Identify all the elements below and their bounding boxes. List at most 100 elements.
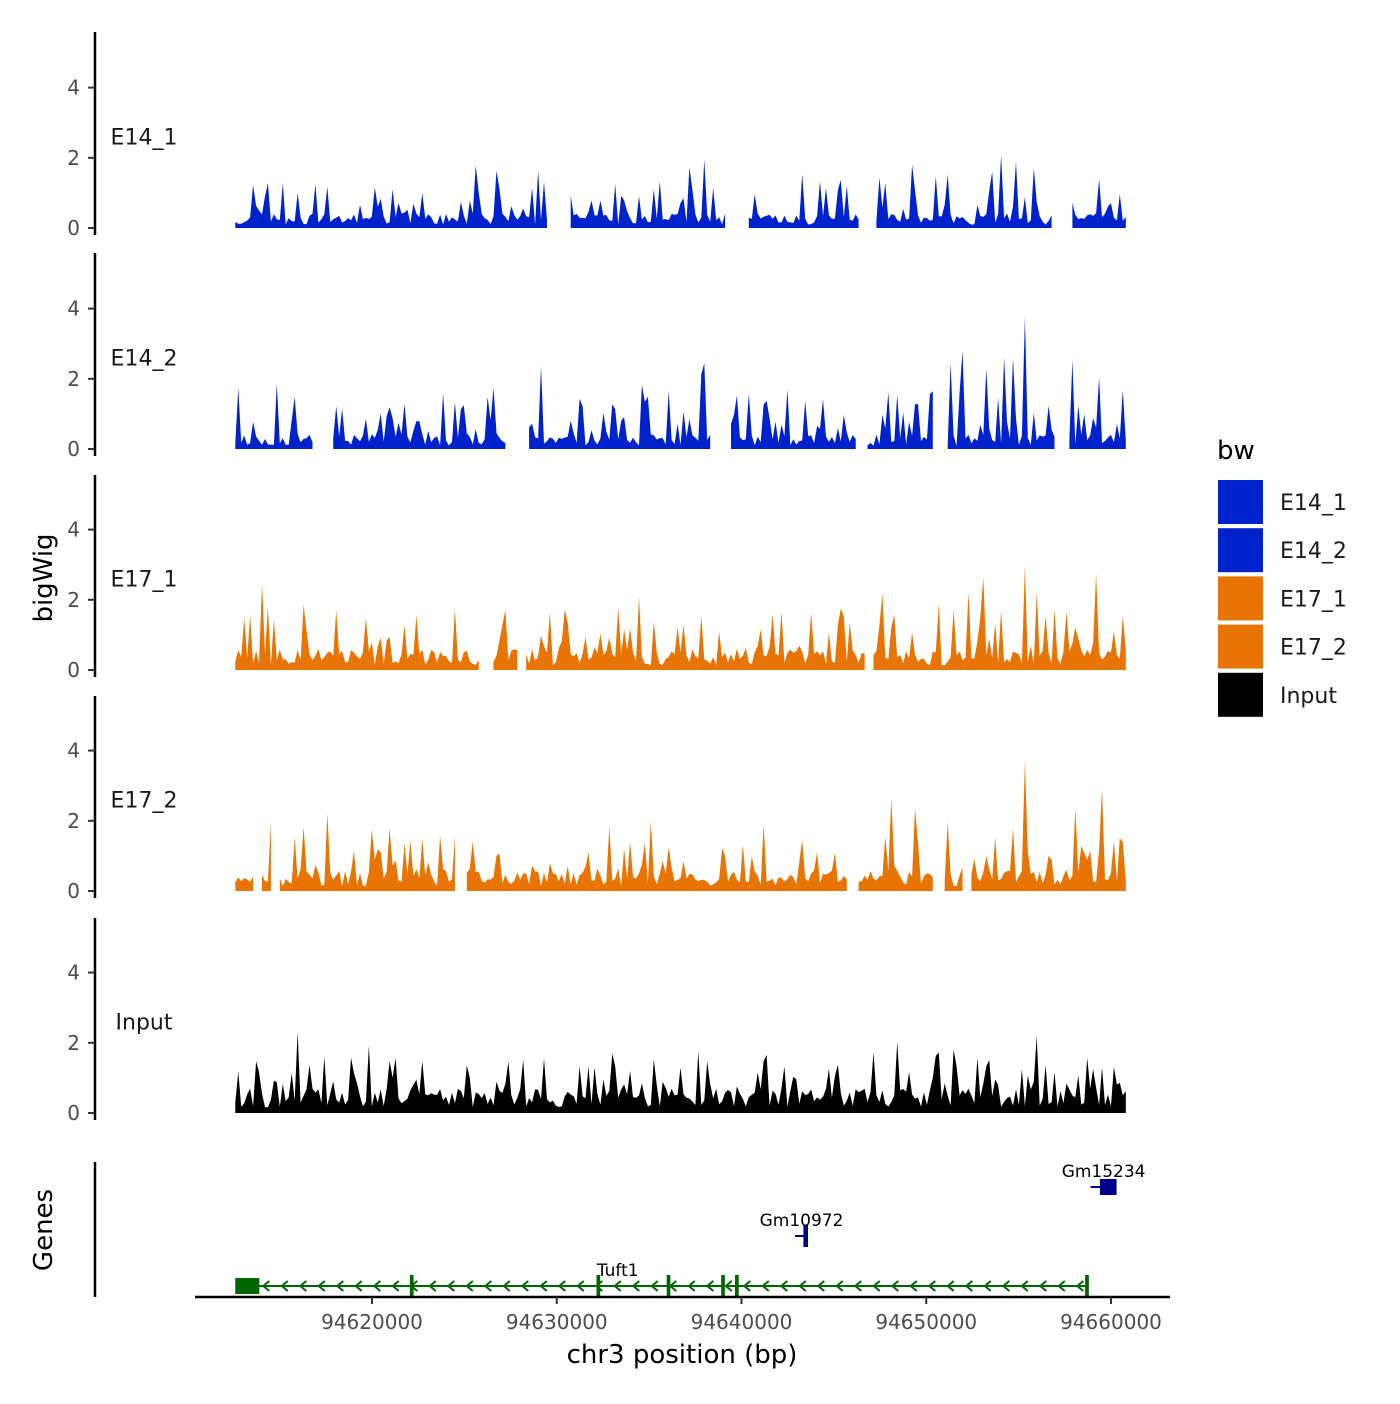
gene-label-Gm15234: Gm15234: [1062, 1162, 1146, 1182]
strand-arrow: [483, 1280, 492, 1292]
legend-label-E17_2: E17_2: [1280, 636, 1347, 661]
strand-arrow: [705, 1280, 714, 1292]
panel-E14_1: 0 2 4 E14_1: [67, 32, 1126, 240]
strand-arrow: [631, 1280, 640, 1292]
strand-arrow: [372, 1280, 381, 1292]
y-tick-label: 2: [67, 809, 80, 833]
strand-arrow: [964, 1280, 973, 1292]
genes-panel: Tuft1 Gm10972 Gm15234: [93, 1162, 1146, 1297]
signal-area-E14_1-4: [1072, 178, 1126, 228]
strand-arrow: [742, 1280, 751, 1292]
panel-E17_1: 0 2 4 E17_1: [67, 475, 1126, 682]
strand-arrow: [853, 1280, 862, 1292]
track-label-Input: Input: [116, 1011, 173, 1036]
y-tick-label: 2: [67, 146, 80, 170]
signal-area-E17_2-0: [235, 876, 254, 891]
strand-arrow: [1001, 1280, 1010, 1292]
strand-arrow: [446, 1280, 455, 1292]
x-axis: 94620000 94630000 94640000 94650000 94660000: [195, 1295, 1170, 1334]
signal-area-E14_1-2: [748, 174, 859, 228]
y-axis-title: bigWig: [29, 533, 59, 622]
strand-arrow: [428, 1280, 437, 1292]
gene-label-Gm10972: Gm10972: [760, 1211, 844, 1231]
signal-area-E17_1-3: [873, 565, 1126, 670]
strand-arrow: [687, 1280, 696, 1292]
strand-arrow: [391, 1280, 400, 1292]
strand-arrow: [946, 1280, 955, 1292]
strand-arrow: [465, 1280, 474, 1292]
signal-area-E17_1-1: [493, 610, 518, 670]
y-tick-label: 0: [67, 1101, 80, 1125]
strand-arrow: [298, 1280, 307, 1292]
legend-swatch-E14_2: [1218, 528, 1263, 573]
strand-arrow: [890, 1280, 899, 1292]
gene-Tuft1: Tuft1: [235, 1261, 1089, 1297]
signal-area-E14_2-2: [529, 363, 711, 449]
strand-arrow: [798, 1280, 807, 1292]
y-tick-label: 0: [67, 216, 80, 240]
legend-label-Input: Input: [1280, 684, 1337, 709]
strand-arrow: [557, 1280, 566, 1292]
strand-arrow: [872, 1280, 881, 1292]
legend-swatch-E17_1: [1218, 576, 1263, 621]
signal-area-E14_2-5: [947, 316, 1055, 449]
y-tick-label: 2: [67, 367, 80, 391]
y-tick-label: 4: [67, 297, 80, 321]
signal-area-E14_2-4: [867, 391, 933, 449]
y-tick-label: 4: [67, 76, 80, 100]
signal-area-E17_2-5: [944, 821, 963, 891]
gene-exon: [666, 1275, 671, 1297]
legend-label-E17_1: E17_1: [1280, 587, 1347, 612]
strand-arrow: [983, 1280, 992, 1292]
strand-arrow: [927, 1280, 936, 1292]
strand-arrow: [520, 1280, 529, 1292]
y-tick-label: 0: [67, 437, 80, 461]
legend-swatch-E17_2: [1218, 624, 1263, 669]
gene-exon: [1099, 1179, 1117, 1195]
legend-swatch-E14_1: [1218, 480, 1263, 524]
y-tick-label: 0: [67, 658, 80, 682]
strand-arrow: [835, 1280, 844, 1292]
genes-axis-title: Genes: [29, 1189, 59, 1271]
x-tick-label: 94660000: [1060, 1310, 1162, 1334]
strand-arrow: [1020, 1280, 1029, 1292]
signal-area-E17_1-2: [526, 596, 865, 670]
y-tick-label: 4: [67, 961, 80, 985]
gene-exon: [735, 1275, 739, 1297]
legend-swatch-Input: [1218, 672, 1263, 717]
x-tick-label: 94630000: [506, 1310, 608, 1334]
signal-area-E17_2-3: [466, 821, 847, 891]
signal-area-E17_2-1: [262, 821, 271, 891]
strand-arrow: [594, 1280, 603, 1292]
track-label-E14_2: E14_2: [111, 347, 178, 372]
strand-arrow: [280, 1280, 289, 1292]
strand-arrow: [816, 1280, 825, 1292]
signal-area-E17_2-6: [971, 761, 1126, 891]
gene-label-Tuft1: Tuft1: [596, 1261, 639, 1281]
track-label-E14_1: E14_1: [111, 126, 178, 151]
strand-arrow: [724, 1280, 733, 1292]
strand-arrow: [613, 1280, 622, 1292]
strand-arrow: [1038, 1280, 1047, 1292]
gene-exon: [409, 1275, 414, 1297]
y-tick-label: 4: [67, 518, 80, 542]
signal-area-E14_1-0: [235, 165, 548, 228]
gene-exon: [1085, 1275, 1089, 1297]
track-label-E17_1: E17_1: [111, 568, 178, 593]
strand-arrow: [576, 1280, 585, 1292]
signal-area-E14_2-3: [731, 389, 856, 449]
panel-E14_2: 0 2 4 E14_2: [67, 253, 1126, 461]
strand-arrow: [317, 1280, 326, 1292]
panel-E17_2: 0 2 4 E17_2: [67, 696, 1126, 903]
signal-panels: 0 2 4 E14_1 0 2 4 E14_2 0 2 4 E17_1 0 2 4 E17_2 0 2 4 Input: [67, 32, 1126, 1125]
signal-area-E14_2-1: [333, 387, 506, 449]
gene-exon: [235, 1278, 260, 1294]
strand-arrow: [354, 1280, 363, 1292]
legend-label-E14_2: E14_2: [1280, 539, 1347, 564]
track-label-E17_2: E17_2: [111, 789, 178, 814]
panel-Input: 0 2 4 Input: [67, 918, 1126, 1125]
y-tick-label: 4: [67, 739, 80, 763]
strand-arrow: [502, 1280, 511, 1292]
